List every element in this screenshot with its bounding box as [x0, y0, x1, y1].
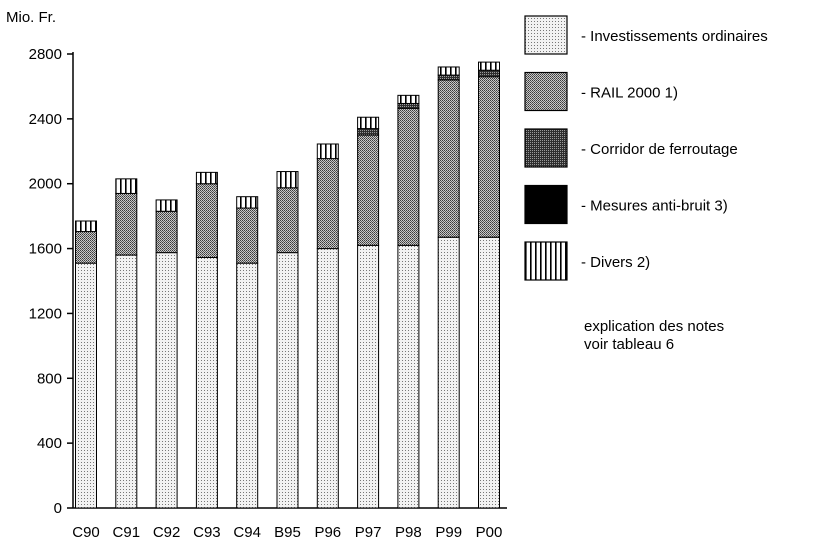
x-tick-label: C94 — [233, 524, 261, 541]
note-line-1: explication des notes — [584, 318, 725, 335]
legend-item-medium-dots: - RAIL 2000 1) — [524, 71, 678, 112]
legend-swatch — [524, 15, 568, 55]
bar-segment-medium-dots — [316, 158, 339, 250]
bar-segment-medium-dots — [155, 210, 178, 254]
bar-segment-medium-dots — [75, 231, 97, 264]
bar-segment-vertical-stripes — [75, 220, 97, 233]
bar-segment-dense-dots — [437, 74, 460, 81]
y-tick-label: 1600 — [29, 241, 62, 258]
x-tick-label: C92 — [153, 524, 181, 541]
bar-segment-medium-dots — [437, 79, 460, 238]
bar-segment-vertical-stripes — [195, 171, 218, 185]
y-tick-label: 2800 — [29, 46, 62, 63]
note-line-2: voir tableau 6 — [584, 336, 675, 353]
x-tick-label: P98 — [395, 524, 422, 541]
bar-stack-p99 — [437, 66, 460, 509]
bar-segment-medium-dots — [478, 76, 500, 238]
bar-stack-p96 — [316, 143, 339, 509]
y-unit-label: Mio. Fr. — [6, 9, 56, 26]
bar-segment-dense-dots — [478, 69, 500, 78]
x-tick-label: C90 — [72, 524, 100, 541]
bar-segment-fine-dots — [316, 248, 339, 509]
y-tick-label: 0 — [54, 500, 62, 517]
bar-segment-dense-dots — [357, 128, 380, 136]
bar-segment-vertical-stripes — [316, 143, 339, 160]
bar-segment-medium-dots — [195, 183, 218, 258]
legend-label: - Corridor de ferroutage — [581, 141, 738, 158]
bar-segment-fine-dots — [75, 262, 97, 509]
legend-label: - Investissements ordinaires — [581, 28, 768, 45]
legend-swatch — [524, 184, 568, 225]
bar-segment-fine-dots — [478, 236, 500, 509]
bar-segment-medium-dots — [357, 134, 380, 246]
x-tick-label: C91 — [113, 524, 141, 541]
y-tick-label: 1200 — [29, 305, 62, 322]
bar-segment-fine-dots — [195, 256, 218, 509]
y-tick-label: 800 — [37, 370, 62, 387]
y-axis: 0 400 800 1200 1600 2000 2400 2800 — [29, 46, 507, 517]
legend-swatch — [524, 71, 568, 112]
bar-segment-fine-dots — [155, 252, 178, 509]
legend-label: - RAIL 2000 1) — [581, 85, 678, 102]
bar-stack-p98 — [397, 94, 420, 509]
bar-segment-medium-dots — [397, 107, 420, 246]
bar-stacks — [75, 61, 500, 509]
bar-stack-p00 — [478, 61, 500, 509]
bar-segment-vertical-stripes — [115, 178, 138, 194]
bar-segment-fine-dots — [437, 236, 460, 509]
x-tick-label: P96 — [314, 524, 341, 541]
bar-segment-vertical-stripes — [276, 171, 299, 189]
notes-explanation: explication des notes voir tableau 6 — [584, 318, 724, 354]
x-tick-label: P00 — [476, 524, 503, 541]
y-tick-label: 400 — [37, 435, 62, 452]
y-tick-label: 2000 — [29, 176, 62, 193]
bar-segment-dense-dots — [397, 102, 420, 109]
bar-stack-c92 — [155, 199, 178, 509]
bar-segment-fine-dots — [115, 254, 138, 509]
legend-swatch — [524, 128, 568, 168]
legend-swatch — [524, 241, 568, 281]
bar-segment-vertical-stripes — [397, 94, 420, 104]
bar-segment-vertical-stripes — [478, 61, 500, 71]
bar-segment-medium-dots — [276, 187, 299, 254]
legend-item-solid-black: - Mesures anti-bruit 3) — [524, 184, 728, 225]
bar-segment-fine-dots — [397, 244, 420, 509]
bar-segment-vertical-stripes — [357, 116, 380, 130]
bar-segment-vertical-stripes — [155, 199, 178, 212]
bar-stack-b95 — [276, 171, 299, 509]
bar-segment-fine-dots — [276, 252, 299, 509]
bar-segment-medium-dots — [236, 207, 259, 264]
legend-label: - Mesures anti-bruit 3) — [581, 198, 728, 215]
legend-item-fine-dots: - Investissements ordinaires — [524, 15, 768, 55]
x-axis: C90 C91 C92 C93 C94 B95 P96 P97 P98 P99 P00 — [72, 524, 502, 541]
legend: - Investissements ordinaires - RAIL 2000 … — [524, 15, 768, 281]
x-tick-label: P99 — [435, 524, 462, 541]
legend-item-dense-dots: - Corridor de ferroutage — [524, 128, 738, 168]
bar-stack-p97 — [357, 116, 380, 509]
x-tick-label: P97 — [355, 524, 382, 541]
bar-stack-c90 — [75, 220, 97, 509]
legend-item-vertical-stripes: - Divers 2) — [524, 241, 650, 281]
x-tick-label: B95 — [274, 524, 301, 541]
bar-stack-c94 — [236, 196, 259, 509]
bar-stack-c93 — [195, 171, 218, 509]
bar-stack-c91 — [115, 178, 138, 509]
bar-segment-vertical-stripes — [437, 66, 460, 76]
bar-segment-fine-dots — [357, 244, 380, 509]
x-tick-label: C93 — [193, 524, 221, 541]
legend-label: - Divers 2) — [581, 254, 650, 271]
bar-segment-medium-dots — [115, 192, 138, 256]
bar-segment-fine-dots — [236, 262, 259, 509]
bar-segment-vertical-stripes — [236, 196, 259, 209]
y-tick-label: 2400 — [29, 111, 62, 128]
